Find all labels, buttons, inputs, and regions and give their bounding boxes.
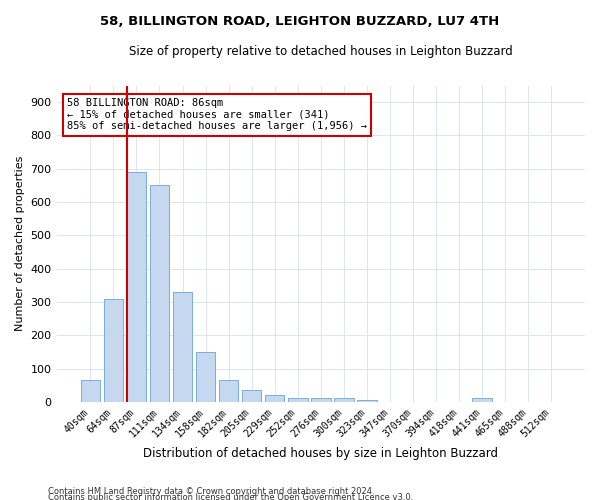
Y-axis label: Number of detached properties: Number of detached properties: [15, 156, 25, 332]
Text: Contains HM Land Registry data © Crown copyright and database right 2024.: Contains HM Land Registry data © Crown c…: [48, 486, 374, 496]
Bar: [149, 186, 169, 402]
Text: 58 BILLINGTON ROAD: 86sqm
← 15% of detached houses are smaller (341)
85% of semi: 58 BILLINGTON ROAD: 86sqm ← 15% of detac…: [67, 98, 367, 132]
Bar: [288, 398, 308, 402]
Bar: [173, 292, 193, 402]
Bar: [334, 398, 353, 402]
Bar: [311, 398, 331, 402]
Bar: [265, 395, 284, 402]
Bar: [472, 398, 492, 402]
X-axis label: Distribution of detached houses by size in Leighton Buzzard: Distribution of detached houses by size …: [143, 447, 498, 460]
Bar: [104, 298, 123, 402]
Bar: [127, 172, 146, 402]
Text: Contains public sector information licensed under the Open Government Licence v3: Contains public sector information licen…: [48, 492, 413, 500]
Bar: [242, 390, 262, 402]
Title: Size of property relative to detached houses in Leighton Buzzard: Size of property relative to detached ho…: [129, 45, 512, 58]
Bar: [219, 380, 238, 402]
Bar: [357, 400, 377, 402]
Bar: [196, 352, 215, 402]
Text: 58, BILLINGTON ROAD, LEIGHTON BUZZARD, LU7 4TH: 58, BILLINGTON ROAD, LEIGHTON BUZZARD, L…: [100, 15, 500, 28]
Bar: [80, 380, 100, 402]
